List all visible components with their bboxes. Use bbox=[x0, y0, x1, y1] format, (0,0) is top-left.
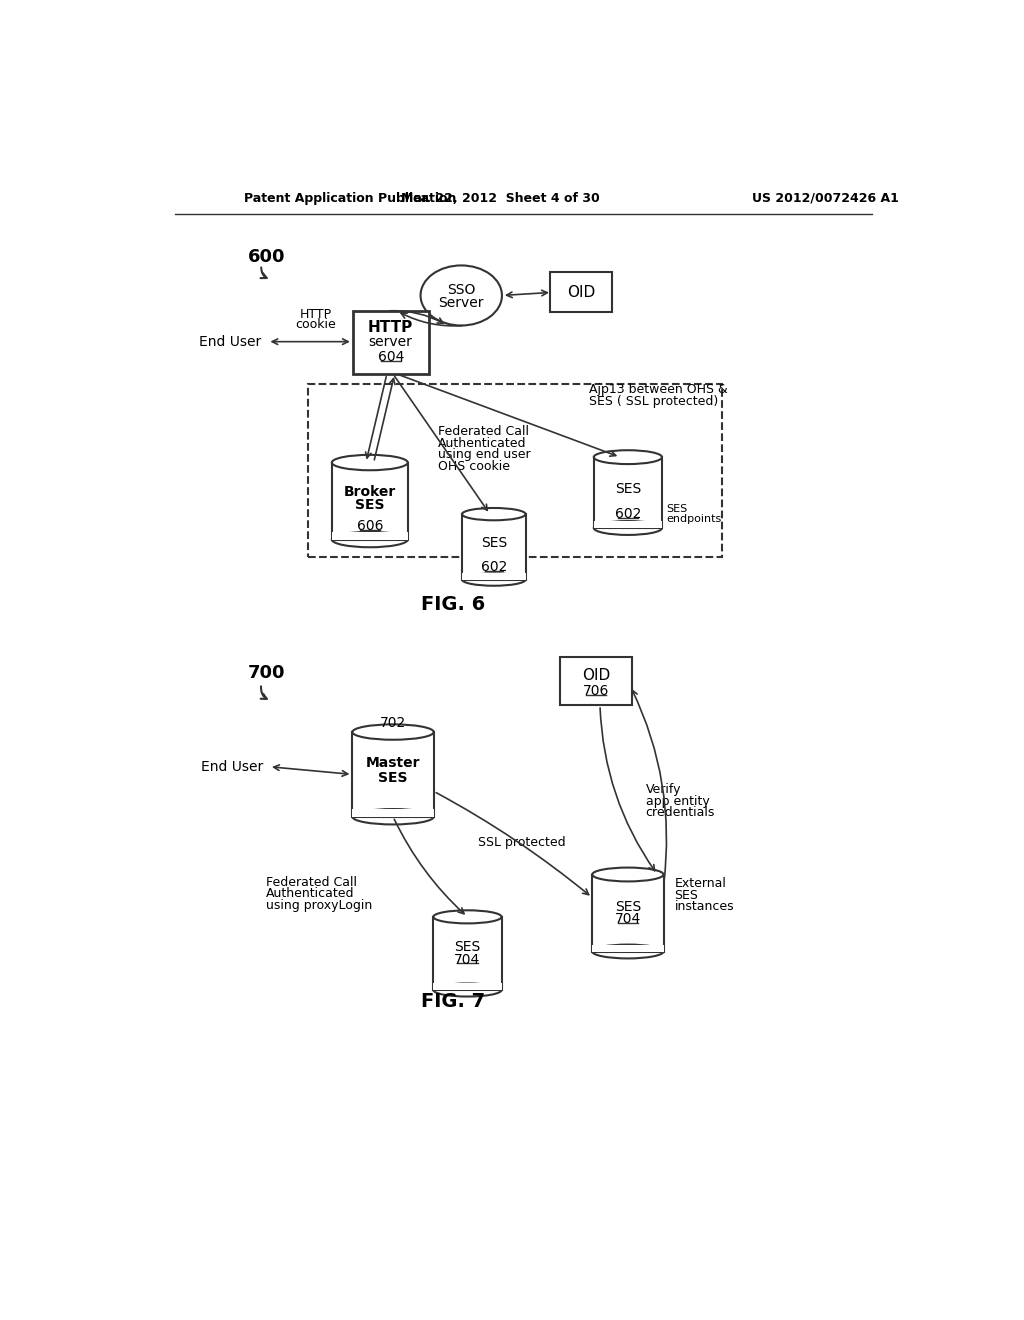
Text: using end user: using end user bbox=[438, 449, 530, 462]
FancyBboxPatch shape bbox=[433, 917, 502, 990]
Text: SES: SES bbox=[378, 771, 408, 785]
Text: Federated Call: Federated Call bbox=[266, 875, 357, 888]
Text: 602: 602 bbox=[614, 507, 641, 521]
Text: SES: SES bbox=[455, 940, 480, 954]
Text: External: External bbox=[675, 878, 726, 890]
Text: Federated Call: Federated Call bbox=[438, 425, 529, 438]
Text: FIG. 6: FIG. 6 bbox=[421, 595, 485, 615]
FancyBboxPatch shape bbox=[462, 573, 525, 579]
Ellipse shape bbox=[332, 455, 408, 470]
Text: OID: OID bbox=[567, 285, 596, 300]
Text: Server: Server bbox=[438, 296, 484, 310]
Ellipse shape bbox=[421, 265, 502, 326]
Ellipse shape bbox=[352, 725, 434, 739]
FancyBboxPatch shape bbox=[592, 875, 664, 952]
FancyBboxPatch shape bbox=[433, 983, 502, 990]
Text: 704: 704 bbox=[455, 953, 480, 966]
FancyBboxPatch shape bbox=[352, 733, 434, 817]
Text: cookie: cookie bbox=[295, 318, 336, 331]
Text: End User: End User bbox=[202, 760, 263, 774]
Text: SES ( SSL protected): SES ( SSL protected) bbox=[589, 395, 719, 408]
Ellipse shape bbox=[433, 911, 502, 924]
Text: 604: 604 bbox=[378, 350, 403, 364]
FancyBboxPatch shape bbox=[592, 945, 664, 952]
Text: server: server bbox=[369, 335, 413, 348]
Text: 600: 600 bbox=[248, 248, 286, 265]
Text: OID: OID bbox=[582, 668, 610, 682]
Ellipse shape bbox=[594, 450, 662, 465]
Text: HTTP: HTTP bbox=[368, 321, 414, 335]
Text: Verify: Verify bbox=[646, 783, 681, 796]
Text: FIG. 7: FIG. 7 bbox=[422, 993, 485, 1011]
Text: Authenticated: Authenticated bbox=[438, 437, 526, 450]
FancyBboxPatch shape bbox=[594, 521, 662, 528]
Text: SES: SES bbox=[355, 498, 385, 512]
Text: app entity: app entity bbox=[646, 795, 710, 808]
Text: Broker: Broker bbox=[344, 484, 396, 499]
FancyBboxPatch shape bbox=[352, 312, 429, 374]
Text: 702: 702 bbox=[380, 715, 407, 730]
Text: using proxyLogin: using proxyLogin bbox=[266, 899, 372, 912]
Text: SSO: SSO bbox=[447, 282, 475, 297]
Text: SES: SES bbox=[614, 900, 641, 913]
Text: SES: SES bbox=[480, 536, 507, 550]
Text: Mar. 22, 2012  Sheet 4 of 30: Mar. 22, 2012 Sheet 4 of 30 bbox=[400, 191, 599, 205]
Text: 700: 700 bbox=[248, 664, 286, 681]
Text: End User: End User bbox=[199, 335, 261, 348]
Text: US 2012/0072426 A1: US 2012/0072426 A1 bbox=[752, 191, 899, 205]
Text: credentials: credentials bbox=[646, 807, 715, 820]
FancyBboxPatch shape bbox=[594, 457, 662, 528]
Text: Patent Application Publication: Patent Application Publication bbox=[245, 191, 457, 205]
Text: OHS cookie: OHS cookie bbox=[438, 459, 510, 473]
Ellipse shape bbox=[592, 867, 664, 882]
Text: Master: Master bbox=[366, 756, 420, 770]
FancyBboxPatch shape bbox=[332, 532, 408, 540]
FancyBboxPatch shape bbox=[332, 462, 408, 540]
Text: SES: SES bbox=[614, 482, 641, 496]
Ellipse shape bbox=[462, 508, 525, 520]
FancyBboxPatch shape bbox=[462, 515, 525, 579]
Text: endpoints: endpoints bbox=[667, 513, 722, 524]
Text: Authenticated: Authenticated bbox=[266, 887, 354, 900]
Text: SES: SES bbox=[675, 888, 698, 902]
Text: instances: instances bbox=[675, 900, 734, 913]
Text: 706: 706 bbox=[583, 684, 609, 698]
FancyBboxPatch shape bbox=[560, 657, 632, 705]
Text: SSL protected: SSL protected bbox=[478, 836, 566, 849]
Text: 602: 602 bbox=[480, 560, 507, 574]
Text: HTTP: HTTP bbox=[299, 308, 332, 321]
Text: 704: 704 bbox=[614, 912, 641, 927]
FancyBboxPatch shape bbox=[352, 809, 434, 817]
FancyBboxPatch shape bbox=[550, 272, 612, 313]
Text: Ajp13 between OHS &: Ajp13 between OHS & bbox=[589, 383, 728, 396]
Text: SES: SES bbox=[667, 504, 688, 513]
Text: 606: 606 bbox=[356, 519, 383, 533]
